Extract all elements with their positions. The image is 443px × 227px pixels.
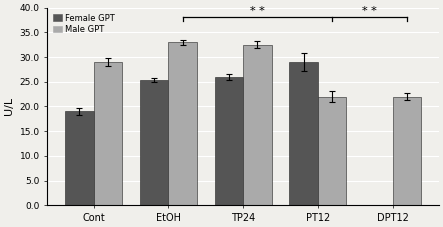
Bar bbox=[65, 111, 93, 205]
Bar bbox=[140, 80, 168, 205]
Legend: Female GPT, Male GPT: Female GPT, Male GPT bbox=[52, 12, 117, 36]
Bar bbox=[243, 45, 272, 205]
Bar bbox=[392, 96, 421, 205]
Bar bbox=[93, 62, 122, 205]
Bar bbox=[318, 96, 346, 205]
Bar bbox=[289, 62, 318, 205]
Bar bbox=[168, 42, 197, 205]
Bar bbox=[215, 77, 243, 205]
Text: * *: * * bbox=[250, 6, 265, 16]
Y-axis label: U/L: U/L bbox=[4, 97, 14, 116]
Text: * *: * * bbox=[362, 6, 377, 16]
